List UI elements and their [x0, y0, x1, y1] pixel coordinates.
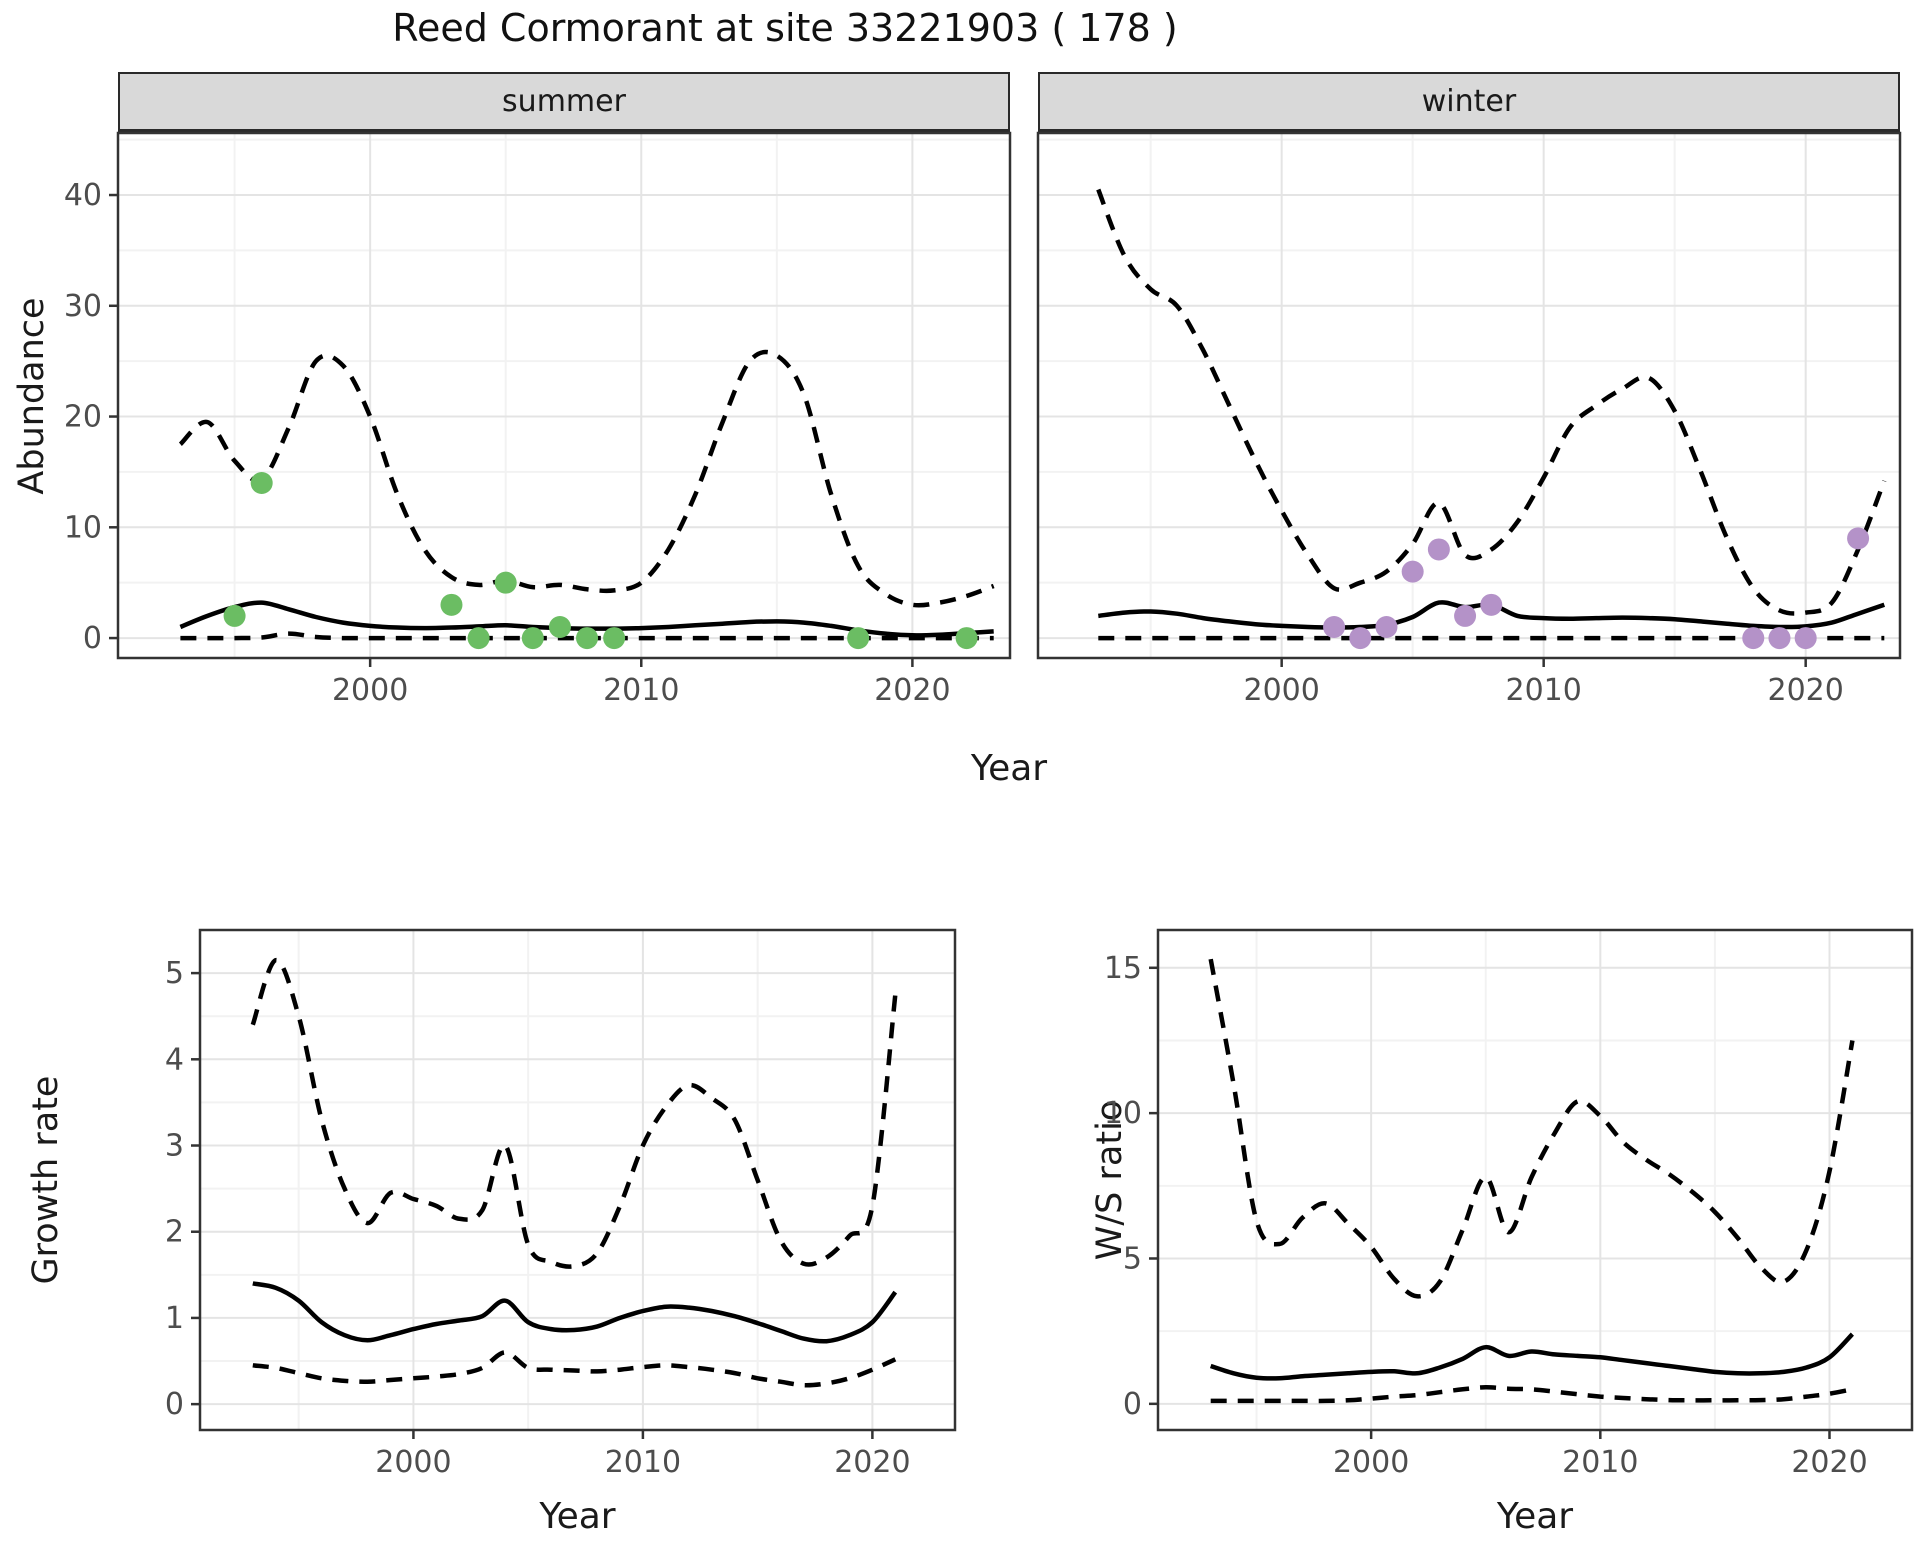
- y-tick-label-abundance-summer: 30: [64, 289, 102, 324]
- data-point-abundance-winter: [1349, 627, 1372, 650]
- facet-strip-summer: summer: [118, 72, 1010, 133]
- gridlines-major-ws-ratio: [1158, 930, 1912, 1430]
- panel-border-abundance-winter: [1036, 131, 1902, 660]
- line-abundance-summer-upper_ci: [178, 349, 995, 608]
- y-tick-label-growth-rate: 4: [165, 1042, 184, 1077]
- data-point-abundance-summer: [250, 472, 273, 494]
- year-axis-title-ws: Year: [1496, 1496, 1574, 1537]
- data-point-abundance-winter: [1847, 527, 1870, 550]
- panel-ws-ratio: 2000 2010 2020 0 5 10 15: [1104, 928, 1914, 1480]
- line-growth-rate-lower_ci: [252, 1350, 897, 1388]
- x-tick-label-growth-rate: 2020: [834, 1445, 910, 1480]
- data-point-abundance-summer: [494, 571, 517, 594]
- x-tick-label-abundance-winter: 2010: [1505, 673, 1581, 708]
- data-point-abundance-summer: [548, 615, 571, 638]
- x-tick-label-abundance-summer: 2000: [332, 673, 408, 708]
- panel-abundance-winter: 2000 2010 2020: [1036, 131, 1902, 708]
- y-tick-label-abundance-summer: 10: [64, 510, 102, 545]
- series-ws-ratio: [1208, 958, 1855, 1404]
- axis-ticks-abundance-winter: 2000 2010 2020: [1243, 658, 1844, 708]
- line-abundance-winter-upper_ci: [1096, 188, 1887, 616]
- y-tick-label-abundance-summer: 0: [83, 621, 102, 656]
- data-point-abundance-summer: [603, 627, 626, 650]
- y-tick-label-abundance-summer: 20: [64, 400, 102, 435]
- y-tick-label-growth-rate: 2: [165, 1215, 184, 1250]
- year-axis-title-top: Year: [970, 748, 1048, 789]
- data-point-abundance-winter: [1401, 560, 1424, 583]
- x-tick-label-abundance-winter: 2000: [1243, 673, 1319, 708]
- x-tick-label-ws-ratio: 2020: [1791, 1445, 1867, 1480]
- x-tick-label-ws-ratio: 2010: [1562, 1445, 1638, 1480]
- y-tick-label-ws-ratio: 5: [1123, 1241, 1142, 1276]
- points-abundance-winter: [1323, 527, 1870, 650]
- axis-ticks-growth-rate: 2000 2010 2020 0 1 2 3 4 5: [165, 956, 911, 1480]
- data-point-abundance-summer: [576, 627, 599, 650]
- data-point-abundance-summer: [955, 627, 978, 650]
- y-tick-label-abundance-summer: 40: [64, 178, 102, 213]
- series-growth-rate: [250, 957, 898, 1388]
- panel-growth-rate: 2000 2010 2020 0 1 2 3 4 5: [165, 928, 957, 1480]
- data-point-abundance-winter: [1375, 615, 1398, 638]
- y-tick-label-ws-ratio: 15: [1104, 951, 1142, 986]
- line-ws-ratio-upper_ci: [1208, 958, 1855, 1299]
- data-point-abundance-winter: [1794, 627, 1817, 650]
- data-point-abundance-summer: [467, 627, 490, 650]
- x-tick-label-abundance-winter: 2020: [1767, 673, 1843, 708]
- panel-border-abundance-summer: [116, 131, 1012, 660]
- data-point-abundance-summer: [521, 627, 544, 650]
- y-tick-label-ws-ratio: 0: [1123, 1387, 1142, 1422]
- gridlines-major-abundance-winter: [1038, 133, 1900, 658]
- points-abundance-summer: [223, 472, 978, 650]
- x-tick-label-growth-rate: 2000: [375, 1445, 451, 1480]
- chart-title: Reed Cormorant at site 33221903 ( 178 ): [392, 6, 1178, 50]
- data-point-abundance-winter: [1323, 615, 1346, 638]
- panel-border-growth-rate: [198, 928, 957, 1432]
- line-growth-rate-upper_ci: [250, 957, 898, 1269]
- data-point-abundance-winter: [1742, 627, 1765, 650]
- x-tick-label-growth-rate: 2010: [605, 1445, 681, 1480]
- panel-border-ws-ratio: [1156, 928, 1914, 1432]
- facet-strip-summer-label: summer: [502, 84, 626, 119]
- data-point-abundance-summer: [440, 593, 463, 616]
- axis-ticks-abundance-summer: 2000 2010 2020 0 10 20 30 40: [64, 178, 951, 708]
- panel-abundance-summer: 2000 2010 2020 0 10 20 30 40: [64, 131, 1012, 708]
- gridlines-minor-abundance-summer: [118, 133, 1010, 658]
- data-point-abundance-summer: [223, 604, 246, 627]
- year-axis-title-growth: Year: [539, 1496, 616, 1537]
- x-tick-label-abundance-summer: 2020: [874, 673, 950, 708]
- data-point-abundance-winter: [1480, 593, 1503, 616]
- y-tick-label-growth-rate: 5: [165, 956, 184, 991]
- gridlines-major-growth-rate: [200, 930, 955, 1430]
- x-tick-label-ws-ratio: 2000: [1333, 1445, 1409, 1480]
- line-ws-ratio-fit: [1209, 1332, 1855, 1381]
- data-point-abundance-winter: [1768, 627, 1791, 650]
- y-tick-label-ws-ratio: 10: [1104, 1096, 1142, 1131]
- x-tick-label-abundance-summer: 2010: [603, 673, 679, 708]
- line-growth-rate-fit: [252, 1281, 898, 1344]
- axis-ticks-ws-ratio: 2000 2010 2020 0 5 10 15: [1104, 951, 1868, 1480]
- facet-strip-winter: winter: [1038, 72, 1900, 133]
- y-tick-label-growth-rate: 1: [165, 1301, 184, 1336]
- facet-strip-winter-label: winter: [1421, 84, 1517, 119]
- gridlines-minor-growth-rate: [200, 930, 955, 1430]
- data-point-abundance-winter: [1454, 604, 1477, 627]
- y-tick-label-growth-rate: 0: [165, 1387, 184, 1422]
- y-tick-label-growth-rate: 3: [165, 1129, 184, 1164]
- data-point-abundance-winter: [1427, 538, 1450, 561]
- data-point-abundance-summer: [847, 627, 870, 650]
